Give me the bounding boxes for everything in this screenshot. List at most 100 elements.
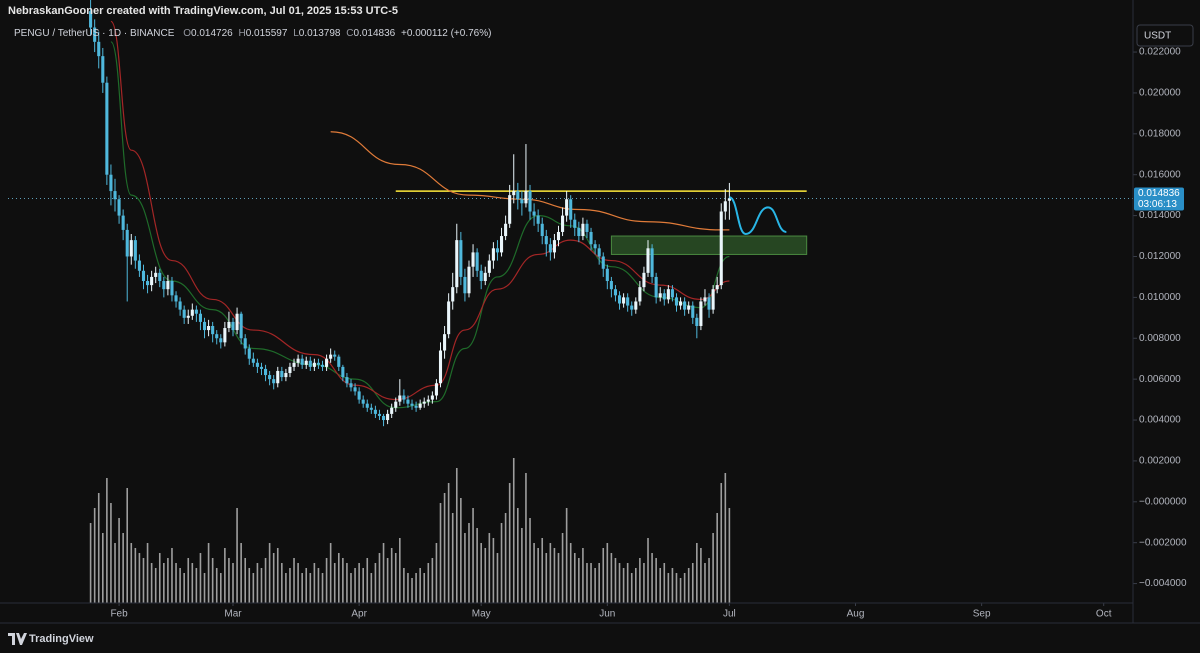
volume-bar [342, 558, 344, 603]
volume-bar [114, 543, 116, 603]
volume-bar [390, 548, 393, 603]
volume-bar [228, 558, 230, 603]
candle-body [699, 301, 703, 326]
ohlc-label: O [183, 28, 191, 39]
volume-bar [423, 573, 426, 603]
volume-bar [439, 503, 442, 603]
volume-bar [325, 558, 328, 603]
volume-bar [276, 548, 279, 603]
candle-body [540, 223, 544, 237]
volume-bar [268, 543, 271, 603]
volume-bar [626, 563, 629, 603]
volume-bar [675, 573, 678, 603]
x-tick-label: Oct [1096, 609, 1112, 620]
candle-body [198, 313, 202, 322]
candle-body [141, 270, 146, 282]
candle-body [125, 229, 129, 257]
volume-bar [545, 553, 548, 603]
volume-bar [374, 563, 377, 603]
volume-bar [472, 508, 474, 603]
candle-body [430, 395, 434, 400]
candle-body [707, 297, 711, 310]
candle-body [243, 338, 247, 349]
candle-body [617, 295, 622, 304]
support-zone [610, 235, 808, 255]
volume-bar [301, 573, 303, 603]
candle-body [89, 11, 93, 28]
volume-bar [492, 538, 495, 603]
candle-body [117, 199, 121, 216]
candle-body [377, 413, 382, 416]
volume-bar [207, 543, 210, 603]
candle-body [259, 366, 264, 369]
volume-bar [728, 508, 731, 603]
volume-bar [146, 543, 149, 603]
candle-body [703, 297, 707, 302]
currency-button[interactable] [1136, 24, 1194, 47]
candle-body [194, 309, 198, 314]
candle-body [158, 272, 162, 282]
candle-body [687, 305, 691, 310]
volume-bar [130, 543, 133, 603]
volume-bar [179, 568, 181, 603]
candle-body [390, 407, 394, 414]
candle-body [455, 240, 459, 288]
logo-mark [8, 633, 27, 645]
volume-bar [529, 518, 531, 603]
y-tick-label: 0.006000 [1139, 374, 1181, 385]
volume-bar [297, 563, 299, 603]
volume-bar [618, 563, 621, 603]
volume-bar [561, 533, 564, 603]
candle-body [345, 377, 349, 384]
candle-body [182, 309, 186, 318]
volume-bar [195, 568, 198, 603]
candle-body [711, 289, 715, 310]
volume-bar [199, 553, 202, 603]
volume-bar [716, 513, 718, 603]
candle-body [386, 413, 390, 421]
volume-bar [187, 558, 190, 603]
volume-bar [496, 553, 499, 603]
volume-bar [366, 558, 369, 603]
candle-body [170, 281, 174, 296]
candle-body [300, 358, 304, 365]
candle-body [585, 223, 589, 232]
candle-body [727, 198, 731, 201]
volume-bar [525, 473, 527, 603]
y-tick-label: 0.018000 [1139, 128, 1181, 139]
candle-body [573, 219, 577, 228]
ohlc-label: L [293, 28, 299, 39]
volume-bar [435, 543, 438, 603]
volume-bar [708, 558, 710, 603]
candle-body [654, 276, 658, 298]
volume-bar [215, 568, 218, 603]
volume-bar [415, 573, 417, 603]
candle-body [601, 256, 605, 269]
candle-body [674, 297, 679, 306]
candle-body [162, 281, 166, 290]
price-label: 0.014836 [1138, 188, 1180, 199]
candle-body [471, 252, 475, 267]
ohlc-value: 0.013798 [299, 28, 341, 39]
volume-bar [712, 533, 714, 603]
candle-body [133, 240, 137, 261]
candle-body [325, 358, 329, 367]
volume-bar [578, 558, 580, 603]
candle-body [467, 266, 471, 294]
volume-bar [154, 568, 157, 603]
x-tick-label: Sep [973, 609, 991, 620]
candle-body [316, 362, 320, 365]
volume-bar [476, 528, 478, 603]
x-tick-label: Mar [224, 609, 242, 620]
candle-body [178, 301, 182, 310]
candle-body [569, 199, 573, 220]
volume-bar [89, 523, 92, 603]
candle-body [381, 415, 386, 421]
volume-bar [175, 563, 177, 603]
ohlc-label: C [346, 28, 353, 39]
candle-body [495, 248, 500, 253]
ohlc-value: 0.014726 [191, 28, 233, 39]
volume-bar [362, 568, 364, 603]
volume-bar [606, 543, 609, 603]
